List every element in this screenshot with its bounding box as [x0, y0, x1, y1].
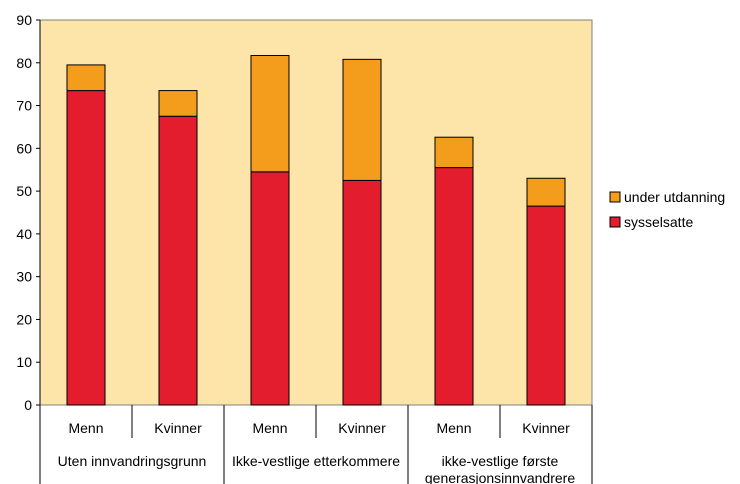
bar-segment-under-utdanning — [342, 58, 382, 181]
y-tick-label: 80 — [16, 55, 32, 71]
y-tick-label: 30 — [16, 269, 32, 285]
legend-label: sysselsatte — [624, 214, 693, 230]
x-category-label: Kvinner — [154, 420, 202, 436]
legend-swatch — [609, 216, 621, 228]
x-group-label: Uten innvandringsgrunn — [58, 453, 207, 469]
legend-label: under utdanning — [624, 189, 725, 205]
bars — [66, 55, 566, 406]
bar-segment-under-utdanning — [66, 64, 106, 92]
bar-segment-under-utdanning — [250, 55, 290, 173]
legend: under utdanning sysselsatte — [609, 189, 725, 230]
bar-segment-sysselsatte — [66, 90, 106, 406]
y-tick-label: 70 — [16, 98, 32, 114]
bar-segment-sysselsatte — [158, 115, 198, 406]
x-group-label: Ikke-vestlige etterkommere — [232, 453, 400, 469]
bar-segment-under-utdanning — [158, 90, 198, 117]
bar-segment-sysselsatte — [250, 171, 290, 406]
x-axis: Menn Kvinner Menn Kvinner Menn Kvinner Uten in… — [39, 405, 593, 484]
y-axis: 0 10 20 30 40 50 60 70 80 90 — [16, 12, 41, 413]
x-category-label: Menn — [68, 420, 103, 436]
legend-swatch — [609, 191, 621, 203]
x-category-label: Kvinner — [522, 420, 570, 436]
y-tick-label: 60 — [16, 140, 32, 156]
x-category-label: Kvinner — [338, 420, 386, 436]
bar-segment-under-utdanning — [434, 136, 474, 169]
y-tick-label: 20 — [16, 311, 32, 327]
y-tick-label: 40 — [16, 226, 32, 242]
y-tick-label: 90 — [16, 12, 32, 28]
plot-area — [39, 19, 593, 406]
y-tick-label: 50 — [16, 183, 32, 199]
bar-segment-sysselsatte — [526, 205, 566, 406]
y-tick-label: 0 — [24, 397, 32, 413]
x-category-label: Menn — [436, 420, 471, 436]
y-tick-label: 10 — [16, 354, 32, 370]
x-category-label: Menn — [252, 420, 287, 436]
bar-segment-under-utdanning — [526, 177, 566, 207]
x-group-label: ikke-vestlige første generasjonsinnvandre… — [425, 453, 575, 484]
bar-segment-sysselsatte — [434, 167, 474, 406]
bar-segment-sysselsatte — [342, 179, 382, 406]
